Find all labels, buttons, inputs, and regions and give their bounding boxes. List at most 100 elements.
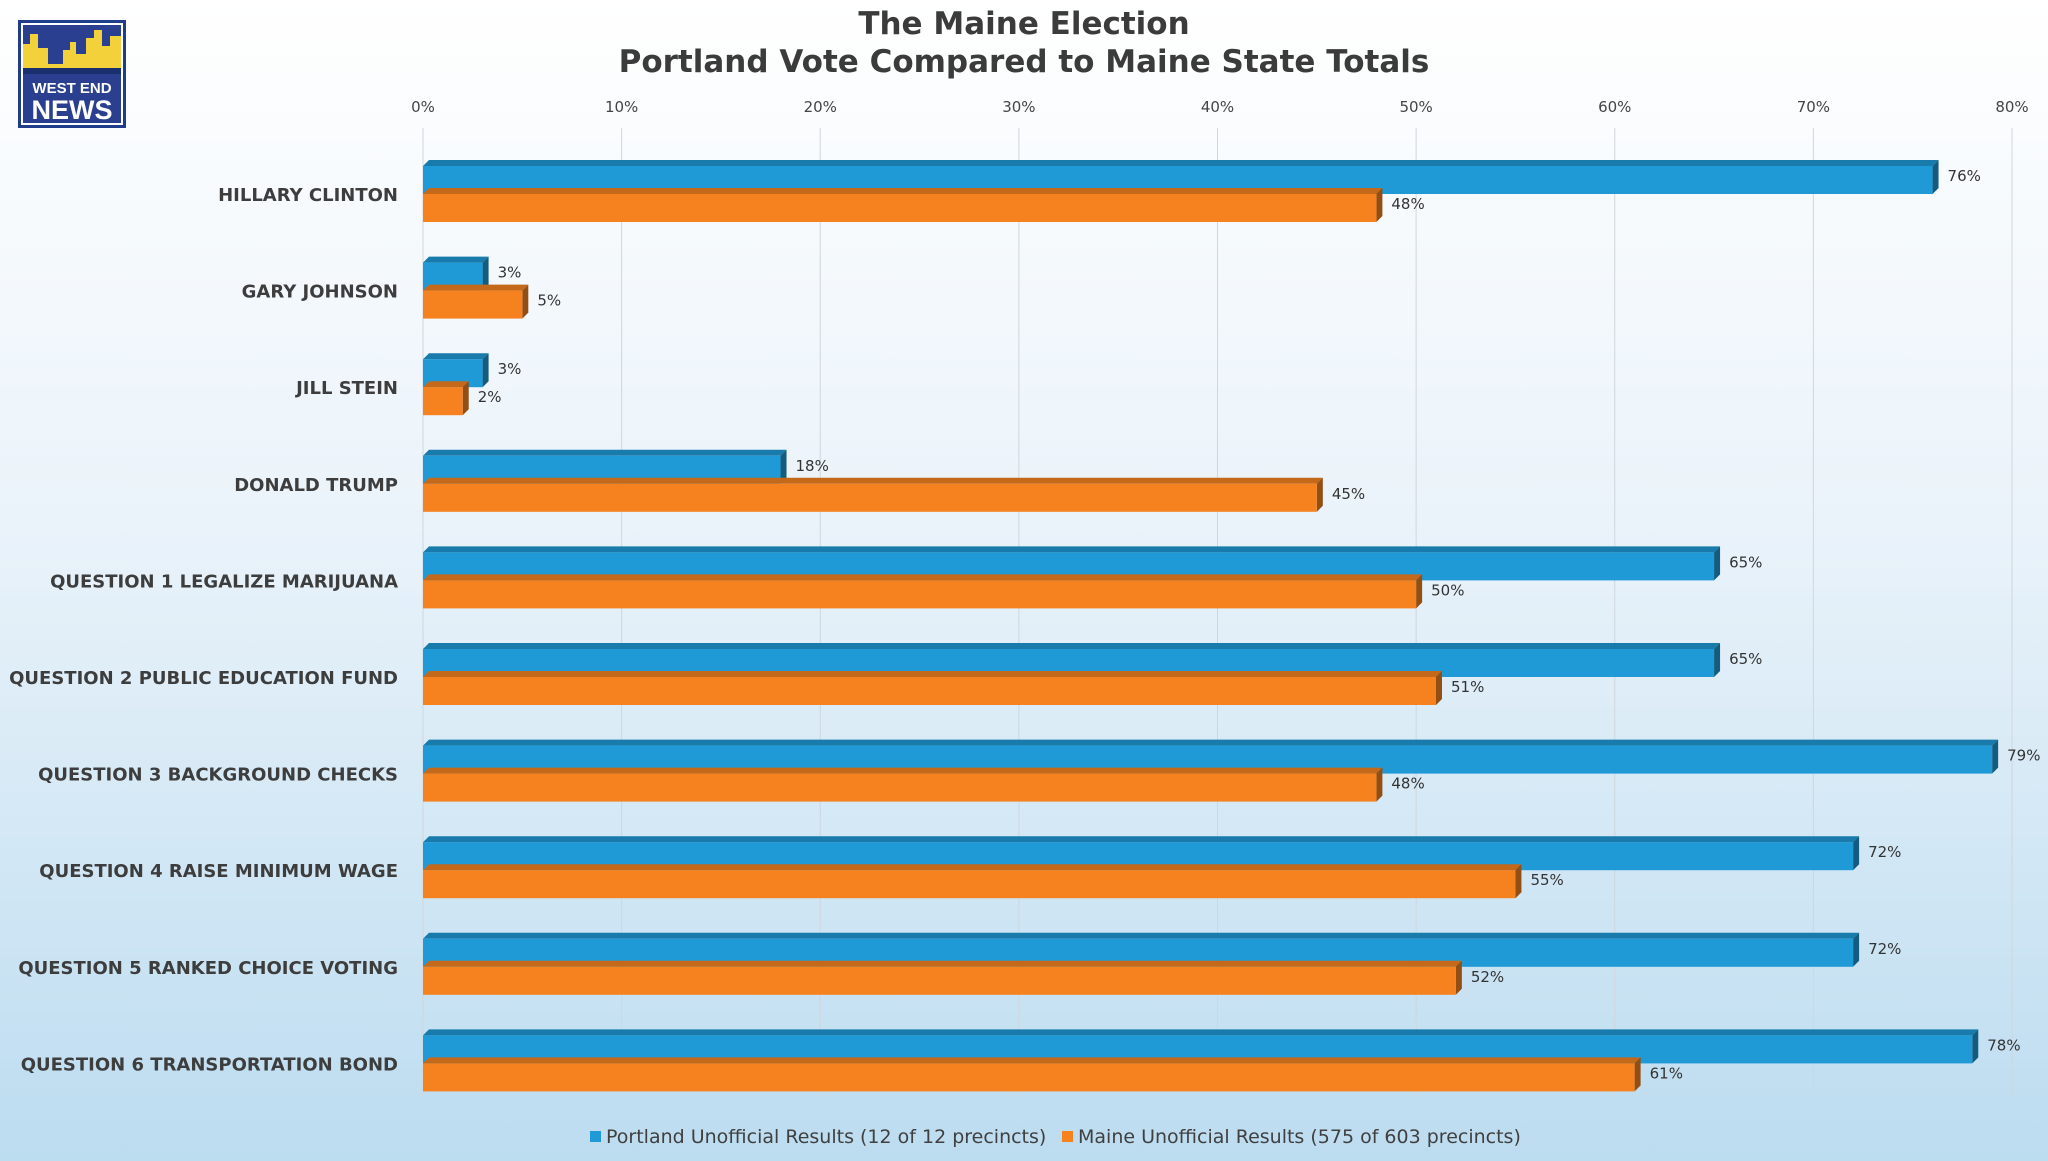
bar-side-face bbox=[482, 353, 489, 388]
bar-maine bbox=[423, 870, 1516, 899]
bar-maine bbox=[423, 387, 463, 416]
bar-side-face bbox=[1634, 1057, 1641, 1092]
data-label: 5% bbox=[537, 292, 561, 310]
legend-swatch-portland bbox=[590, 1131, 601, 1142]
bar-top-face bbox=[423, 449, 787, 456]
data-label: 50% bbox=[1431, 581, 1464, 599]
bar-top-face bbox=[423, 574, 1423, 581]
x-tick-label: 70% bbox=[1797, 98, 1830, 116]
bar-side-face bbox=[1376, 188, 1383, 222]
category-label: QUESTION 5 RANKED CHOICE VOTING bbox=[18, 958, 398, 979]
bar-top-face bbox=[423, 160, 1939, 166]
bar-top-face bbox=[423, 188, 1383, 194]
bar-side-face bbox=[482, 256, 489, 291]
data-label: 65% bbox=[1729, 650, 1762, 668]
bar-side-face bbox=[1416, 574, 1423, 609]
data-label: 78% bbox=[1987, 1036, 2020, 1054]
bar-maine bbox=[423, 966, 1456, 995]
chart-title-line-1: The Maine Election bbox=[858, 6, 1190, 42]
bar-top-face bbox=[423, 1057, 1641, 1064]
chart-title-line-2: Portland Vote Compared to Maine State To… bbox=[618, 44, 1430, 80]
x-tick-label: 60% bbox=[1598, 98, 1631, 116]
data-label: 3% bbox=[498, 360, 522, 378]
category-label: JILL STEIN bbox=[294, 378, 398, 399]
legend-swatch-maine bbox=[1062, 1131, 1073, 1142]
data-label: 52% bbox=[1471, 968, 1504, 986]
bar-top-face bbox=[423, 864, 1522, 871]
bar-top-face bbox=[423, 836, 1860, 843]
data-label: 51% bbox=[1451, 678, 1484, 696]
data-label: 45% bbox=[1332, 485, 1365, 503]
bar-side-face bbox=[780, 449, 787, 484]
bar-side-face bbox=[1972, 1029, 1979, 1064]
bar-maine bbox=[423, 580, 1417, 609]
bar-side-face bbox=[1316, 477, 1323, 512]
data-label: 61% bbox=[1650, 1064, 1683, 1082]
bar-top-face bbox=[423, 546, 1721, 553]
bar-maine bbox=[423, 483, 1317, 512]
legend-label-portland: Portland Unofficial Results (12 of 12 pr… bbox=[606, 1126, 1047, 1148]
bar-top-face bbox=[423, 643, 1721, 649]
x-tick-label: 30% bbox=[1002, 98, 1035, 116]
bar-side-face bbox=[1853, 836, 1860, 871]
data-label: 72% bbox=[1868, 843, 1901, 861]
bar-side-face bbox=[1515, 864, 1522, 899]
bar-top-face bbox=[423, 932, 1860, 939]
bar-maine bbox=[423, 194, 1377, 222]
bar-side-face bbox=[1853, 932, 1860, 967]
category-label: QUESTION 2 PUBLIC EDUCATION FUND bbox=[9, 668, 398, 689]
x-tick-label: 80% bbox=[1995, 98, 2028, 116]
category-label: DONALD TRUMP bbox=[234, 475, 398, 496]
x-tick-label: 10% bbox=[605, 98, 638, 116]
legend-maine: Maine Unofficial Results (575 of 603 pre… bbox=[1062, 1126, 1521, 1148]
bar-top-face bbox=[423, 353, 489, 360]
bar-top-face bbox=[423, 381, 469, 388]
x-tick-label: 50% bbox=[1399, 98, 1432, 116]
logo-line-2: NEWS bbox=[32, 95, 113, 125]
bar-top-face bbox=[423, 960, 1462, 967]
data-label: 65% bbox=[1729, 553, 1762, 571]
bar-side-face bbox=[462, 381, 469, 416]
data-label: 72% bbox=[1868, 940, 1901, 958]
bar-top-face bbox=[423, 671, 1442, 677]
west-end-news-logo: WEST END NEWS bbox=[18, 20, 126, 128]
bar-side-face bbox=[522, 284, 529, 319]
legend-portland: Portland Unofficial Results (12 of 12 pr… bbox=[590, 1126, 1046, 1148]
bar-top-face bbox=[423, 284, 529, 291]
bar-maine bbox=[423, 290, 523, 319]
category-label: QUESTION 4 RAISE MINIMUM WAGE bbox=[39, 861, 398, 882]
bar-top-face bbox=[423, 767, 1383, 774]
data-label: 79% bbox=[2007, 747, 2040, 765]
category-label: GARY JOHNSON bbox=[242, 282, 398, 303]
bar-side-face bbox=[1992, 739, 1999, 774]
bar-top-face bbox=[423, 1029, 1979, 1036]
category-label: HILLARY CLINTON bbox=[218, 185, 398, 206]
data-label: 76% bbox=[1948, 167, 1981, 185]
data-label: 2% bbox=[478, 388, 502, 406]
bar-top-face bbox=[423, 739, 1999, 746]
bar-side-face bbox=[1714, 643, 1721, 677]
category-label: QUESTION 6 TRANSPORTATION BOND bbox=[21, 1054, 398, 1075]
bar-side-face bbox=[1455, 960, 1462, 995]
bar-maine bbox=[423, 1063, 1635, 1092]
bar-top-face bbox=[423, 477, 1323, 484]
category-label: QUESTION 3 BACKGROUND CHECKS bbox=[38, 765, 398, 786]
data-label: 55% bbox=[1530, 871, 1563, 889]
bar-top-face bbox=[423, 256, 489, 263]
bar-side-face bbox=[1714, 546, 1721, 581]
bar-maine bbox=[423, 773, 1377, 802]
data-label: 48% bbox=[1391, 195, 1424, 213]
logo-line-1: WEST END bbox=[32, 80, 111, 97]
x-tick-label: 0% bbox=[411, 98, 435, 116]
data-label: 48% bbox=[1391, 775, 1424, 793]
bar-side-face bbox=[1932, 160, 1939, 194]
x-tick-label: 40% bbox=[1201, 98, 1234, 116]
data-label: 3% bbox=[498, 264, 522, 282]
bar-side-face bbox=[1376, 767, 1383, 802]
data-label: 18% bbox=[796, 457, 829, 475]
legend-label-maine: Maine Unofficial Results (575 of 603 pre… bbox=[1078, 1126, 1521, 1148]
bar-side-face bbox=[1435, 671, 1442, 705]
bar-maine bbox=[423, 677, 1436, 705]
category-label: QUESTION 1 LEGALIZE MARIJUANA bbox=[50, 571, 398, 592]
